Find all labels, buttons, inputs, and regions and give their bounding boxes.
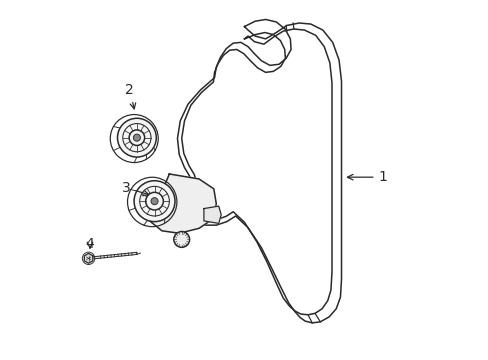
Polygon shape	[149, 174, 216, 233]
Polygon shape	[203, 206, 221, 224]
Text: 4: 4	[85, 237, 94, 251]
Text: 3: 3	[122, 181, 148, 196]
Circle shape	[134, 181, 175, 222]
Polygon shape	[94, 252, 137, 259]
Circle shape	[117, 118, 156, 157]
Text: 2: 2	[125, 83, 135, 109]
Circle shape	[151, 198, 158, 205]
Circle shape	[173, 231, 189, 247]
Polygon shape	[84, 253, 93, 263]
Text: 1: 1	[347, 170, 386, 184]
Circle shape	[133, 134, 140, 141]
